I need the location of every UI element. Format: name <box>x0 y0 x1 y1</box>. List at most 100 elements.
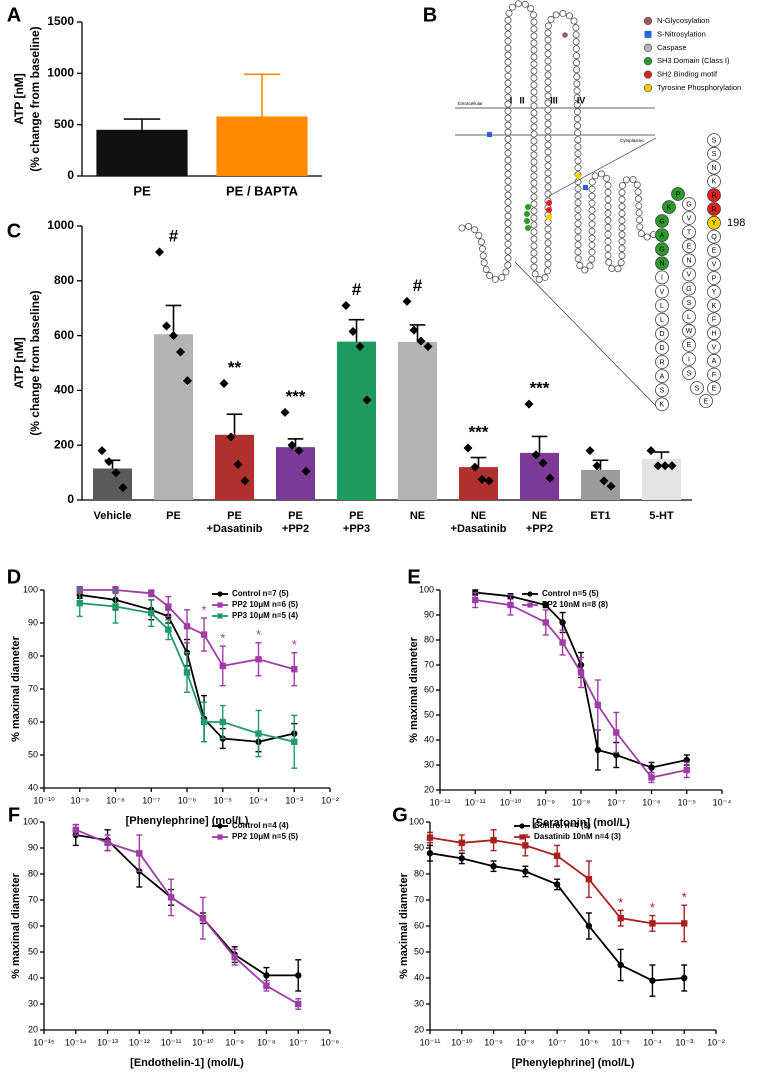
residue-letter: I <box>661 275 663 282</box>
bar <box>519 452 560 500</box>
residue <box>655 340 669 355</box>
residue-letter: D <box>659 331 664 338</box>
y-tick-label: 70 <box>28 894 38 904</box>
annotation: * <box>650 900 655 915</box>
y-tick-label: 90 <box>424 609 434 619</box>
residue-letter: E <box>712 248 717 255</box>
legend-marker <box>519 834 525 840</box>
site <box>546 207 552 213</box>
data-point <box>660 461 670 471</box>
residue-letter: E <box>704 398 709 405</box>
y-tick-label: 80 <box>414 868 424 878</box>
y-tick-label: 400 <box>54 383 74 397</box>
residue-letter: G <box>659 247 664 254</box>
residue-letter: N <box>659 261 664 268</box>
x-tick-label: NE <box>532 510 547 522</box>
residue-letter: Q <box>711 234 717 241</box>
x-tick-label: PE / BAPTA <box>226 183 299 198</box>
x-tick-label: PE <box>349 510 364 522</box>
site <box>562 32 568 38</box>
residue-letter: E <box>687 342 692 349</box>
legend-label: PP2 10μM n=5 (5) <box>232 832 298 841</box>
residue-letter: S <box>660 388 665 395</box>
y-tick-label: 40 <box>28 782 38 792</box>
site <box>575 173 581 179</box>
y-tick-label: 40 <box>28 972 38 982</box>
x-tick-label: 10⁻¹¹ <box>465 797 486 807</box>
legend-label: Control n=4 (3) <box>534 821 591 830</box>
y-tick-label: 50 <box>28 749 38 759</box>
marker <box>594 701 602 709</box>
marker <box>542 619 549 626</box>
residue-letter: L <box>660 317 664 324</box>
marker <box>553 852 561 859</box>
marker <box>613 751 620 759</box>
data-point <box>484 476 494 486</box>
residue-letter: F <box>712 317 716 324</box>
marker <box>112 603 119 610</box>
x-axis-label: [Seratonin] (mol/L) <box>532 817 630 829</box>
residue-letter: V <box>687 215 692 222</box>
marker <box>522 842 529 849</box>
data-point <box>538 458 548 468</box>
x-tick-label: 10⁻⁷ <box>607 797 625 807</box>
legend-marker <box>217 602 223 608</box>
residue <box>682 352 696 366</box>
residue-letter: V <box>712 344 717 351</box>
y-tick-label: 100 <box>419 584 434 594</box>
residue-letter: G <box>686 286 691 293</box>
residue <box>671 187 685 201</box>
data-point <box>362 395 372 405</box>
y-tick-label: 30 <box>28 998 38 1008</box>
y-axis-label: % maximal diameter <box>10 872 22 978</box>
panel-letter: G <box>392 804 408 826</box>
y-tick-label: 60 <box>424 684 434 694</box>
panel-letter: A <box>7 4 21 26</box>
bar <box>153 334 194 500</box>
residue <box>655 256 669 271</box>
residue <box>682 337 696 352</box>
marker <box>613 729 620 736</box>
marker <box>559 619 566 626</box>
data-point <box>301 466 311 476</box>
x-tick-label: 10⁻¹⁴ <box>65 1037 87 1047</box>
marker <box>472 596 479 604</box>
x-axis-label: [Phenylephrine] (mol/L) <box>126 815 249 827</box>
marker <box>183 623 191 630</box>
data-point <box>423 342 433 352</box>
x-tick-label: 10⁻⁴ <box>249 795 268 805</box>
marker <box>255 656 262 663</box>
marker <box>148 609 155 617</box>
x-tick-label: 10⁻¹² <box>430 797 451 807</box>
residue <box>682 225 696 240</box>
legend-marker <box>643 43 653 52</box>
x-tick-label: NE <box>471 510 486 522</box>
residue-letter: D <box>659 345 664 352</box>
y-tick-label: 800 <box>54 273 74 287</box>
data-point <box>416 336 426 346</box>
marker <box>490 837 497 844</box>
marker <box>649 977 656 984</box>
residue-letter: T <box>687 229 692 236</box>
marker <box>165 603 172 610</box>
residue-letter: N <box>711 165 716 172</box>
line-series <box>475 599 687 779</box>
annotation: *** <box>530 379 550 398</box>
residue-letter: A <box>660 373 665 380</box>
marker <box>683 756 690 764</box>
legend-label: Control n=4 (4) <box>232 821 289 830</box>
y-tick-label: 90 <box>414 842 424 852</box>
panel-letter: E <box>407 566 420 588</box>
data-point <box>463 443 473 453</box>
x-tick-label: 10⁻¹⁰ <box>192 1037 214 1047</box>
residue-letter: Y <box>712 289 717 296</box>
residue-letter: L <box>687 314 691 321</box>
x-tick-label: 5-HT <box>649 510 674 522</box>
legend-label: PP2 10μM n=6 (5) <box>232 600 298 609</box>
residue <box>682 253 696 268</box>
residue <box>707 326 721 341</box>
residue <box>707 312 721 327</box>
legend-label: Control n=7 (5) <box>232 589 289 598</box>
x-tick-label: 10⁻² <box>707 1037 725 1047</box>
